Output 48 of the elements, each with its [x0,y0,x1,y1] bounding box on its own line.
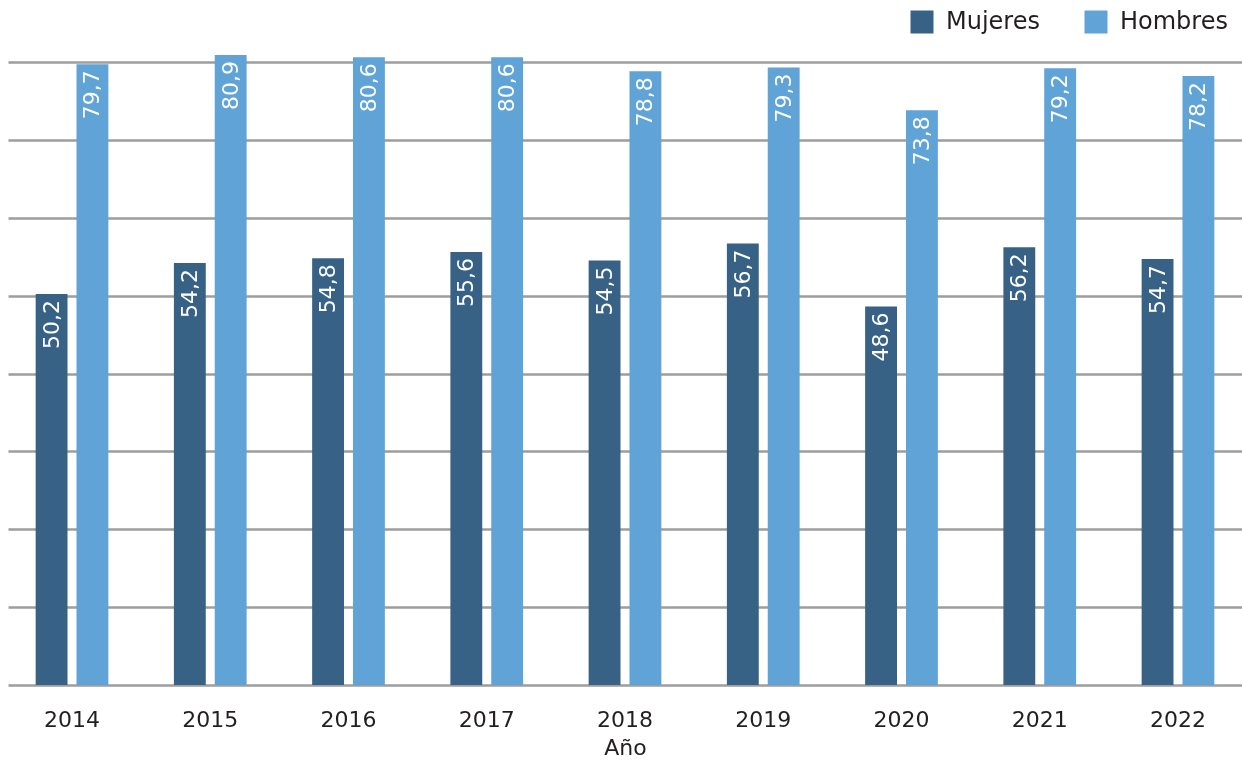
x-tick-label: 2016 [320,706,377,732]
x-tick-label: 2021 [1011,706,1068,732]
bar [353,57,385,685]
x-tick-label: 2014 [44,706,101,732]
data-label: 48,6 [868,312,894,362]
data-label: 56,7 [729,249,755,299]
bar [588,260,621,685]
bar [450,252,483,685]
data-label: 54,2 [176,268,202,318]
bar [1141,259,1174,685]
legend-label: Hombres [1120,7,1228,35]
bar [1182,76,1215,685]
data-label: 56,2 [1006,253,1032,303]
legend-label: Mujeres [946,7,1040,35]
data-label: 78,2 [1185,82,1211,132]
x-axis-title: Año [604,734,647,760]
x-tick-label: 2020 [873,706,930,732]
bar [726,243,759,685]
bar [767,67,800,685]
data-label: 54,8 [315,264,341,314]
bar [629,71,662,685]
x-tick-label: 2019 [735,706,792,732]
data-label: 78,8 [632,77,658,127]
bar [905,110,938,685]
data-label: 54,5 [591,266,617,316]
bar [76,64,109,685]
data-label: 80,9 [217,61,243,110]
data-label: 80,6 [494,63,520,113]
x-tick-label: 2018 [597,706,653,732]
data-label: 55,6 [453,258,479,308]
x-tick-label: 2022 [1149,706,1206,732]
bar [491,57,524,685]
x-tick-label: 2017 [458,706,515,732]
bar [1044,68,1077,685]
data-label: 73,8 [908,116,934,166]
data-label: 54,7 [1144,265,1170,315]
bar [1003,247,1036,685]
bar [173,262,206,685]
bar [214,55,247,685]
x-tick-label: 2015 [182,706,239,732]
data-label: 79,2 [1047,74,1073,124]
bar [35,294,68,685]
bar [312,258,345,685]
data-label: 79,3 [770,73,796,123]
bar [865,306,897,685]
data-label: 50,2 [38,300,64,350]
data-label: 79,7 [79,70,105,120]
data-label: 80,6 [355,63,381,113]
